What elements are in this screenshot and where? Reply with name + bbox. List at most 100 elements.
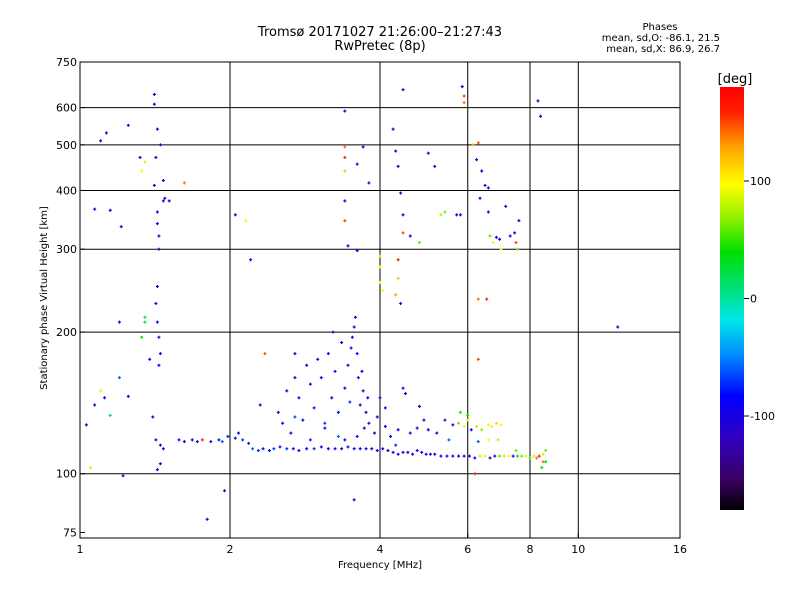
data-point [333, 369, 337, 373]
data-point [507, 454, 511, 458]
data-point [396, 452, 400, 456]
data-point [462, 454, 466, 458]
data-point [331, 330, 335, 334]
data-point [326, 447, 330, 451]
data-point [167, 199, 171, 203]
data-point [157, 335, 161, 339]
data-point [544, 460, 548, 464]
data-point [177, 438, 181, 442]
data-point [163, 196, 167, 200]
data-point [486, 438, 490, 442]
phase-stats-x: mean, sd,X: 86.9, 26.7 [606, 44, 720, 55]
data-point [394, 149, 398, 153]
data-point [493, 454, 497, 458]
data-point [415, 449, 419, 453]
data-point [375, 415, 379, 419]
data-point [616, 325, 620, 329]
colorbar-tick-label: 0 [750, 293, 757, 306]
data-point [251, 447, 255, 451]
data-point [209, 440, 213, 444]
data-point [326, 352, 330, 356]
grid [80, 61, 680, 538]
data-point [373, 431, 377, 435]
data-point [514, 449, 518, 453]
data-point [154, 302, 158, 306]
y-tick-label: 600 [56, 102, 77, 115]
data-point [104, 131, 108, 135]
data-point [247, 441, 251, 445]
data-point [426, 428, 430, 432]
data-point [126, 394, 130, 398]
data-point [378, 254, 382, 258]
data-point [399, 302, 403, 306]
data-point [352, 498, 356, 502]
data-point [158, 462, 162, 466]
data-point [381, 447, 385, 451]
data-point [140, 169, 144, 173]
data-point [426, 151, 430, 155]
data-point [103, 396, 107, 400]
x-tick-label: 16 [673, 543, 687, 556]
data-point [356, 376, 360, 380]
data-point [462, 424, 466, 428]
data-point [143, 315, 147, 319]
data-point [308, 438, 312, 442]
data-point [475, 158, 479, 162]
data-point [152, 92, 156, 96]
colorbar-ticks: 100 0 -100 [744, 175, 775, 423]
data-point [417, 241, 421, 245]
data-point [494, 421, 498, 425]
data-point [367, 421, 371, 425]
data-point [361, 389, 365, 393]
data-point [517, 219, 521, 223]
data-point [396, 258, 400, 262]
data-point [236, 431, 240, 435]
data-point [399, 191, 403, 195]
data-point [158, 352, 162, 356]
data-point [108, 413, 112, 417]
data-point [403, 392, 407, 396]
data-point [361, 145, 365, 149]
data-point [350, 335, 354, 339]
data-points [84, 85, 620, 521]
data-point [445, 454, 449, 458]
data-point [343, 219, 347, 223]
data-point [305, 363, 309, 367]
data-point [121, 474, 125, 478]
y-tick-label: 75 [63, 526, 77, 539]
data-point [462, 101, 466, 105]
data-point [451, 454, 455, 458]
data-point [383, 424, 387, 428]
data-point [411, 452, 415, 456]
data-point [362, 426, 366, 430]
data-point [370, 447, 374, 451]
data-point [308, 382, 312, 386]
data-point [476, 141, 480, 145]
data-point [293, 376, 297, 380]
data-point [458, 213, 462, 217]
data-point [119, 225, 123, 229]
x-tick-label: 2 [227, 543, 234, 556]
data-point [297, 449, 301, 453]
data-point [154, 438, 158, 442]
data-point [386, 449, 390, 453]
data-point [343, 438, 347, 442]
data-point [389, 434, 393, 438]
chart-title: Tromsø 20171027 21:26:00–21:27:43 RwPret… [250, 26, 510, 54]
data-point [511, 454, 515, 458]
data-point [514, 241, 518, 245]
data-point [443, 418, 447, 422]
data-point [367, 181, 371, 185]
data-point [532, 454, 536, 458]
data-point [152, 102, 156, 106]
data-point [319, 376, 323, 380]
data-point [420, 450, 424, 454]
data-point [267, 449, 271, 453]
data-point [422, 418, 426, 422]
data-point [417, 404, 421, 408]
data-point [466, 413, 470, 417]
data-point [154, 155, 158, 159]
data-point [488, 456, 492, 460]
data-point [515, 247, 519, 251]
data-point [433, 164, 437, 168]
